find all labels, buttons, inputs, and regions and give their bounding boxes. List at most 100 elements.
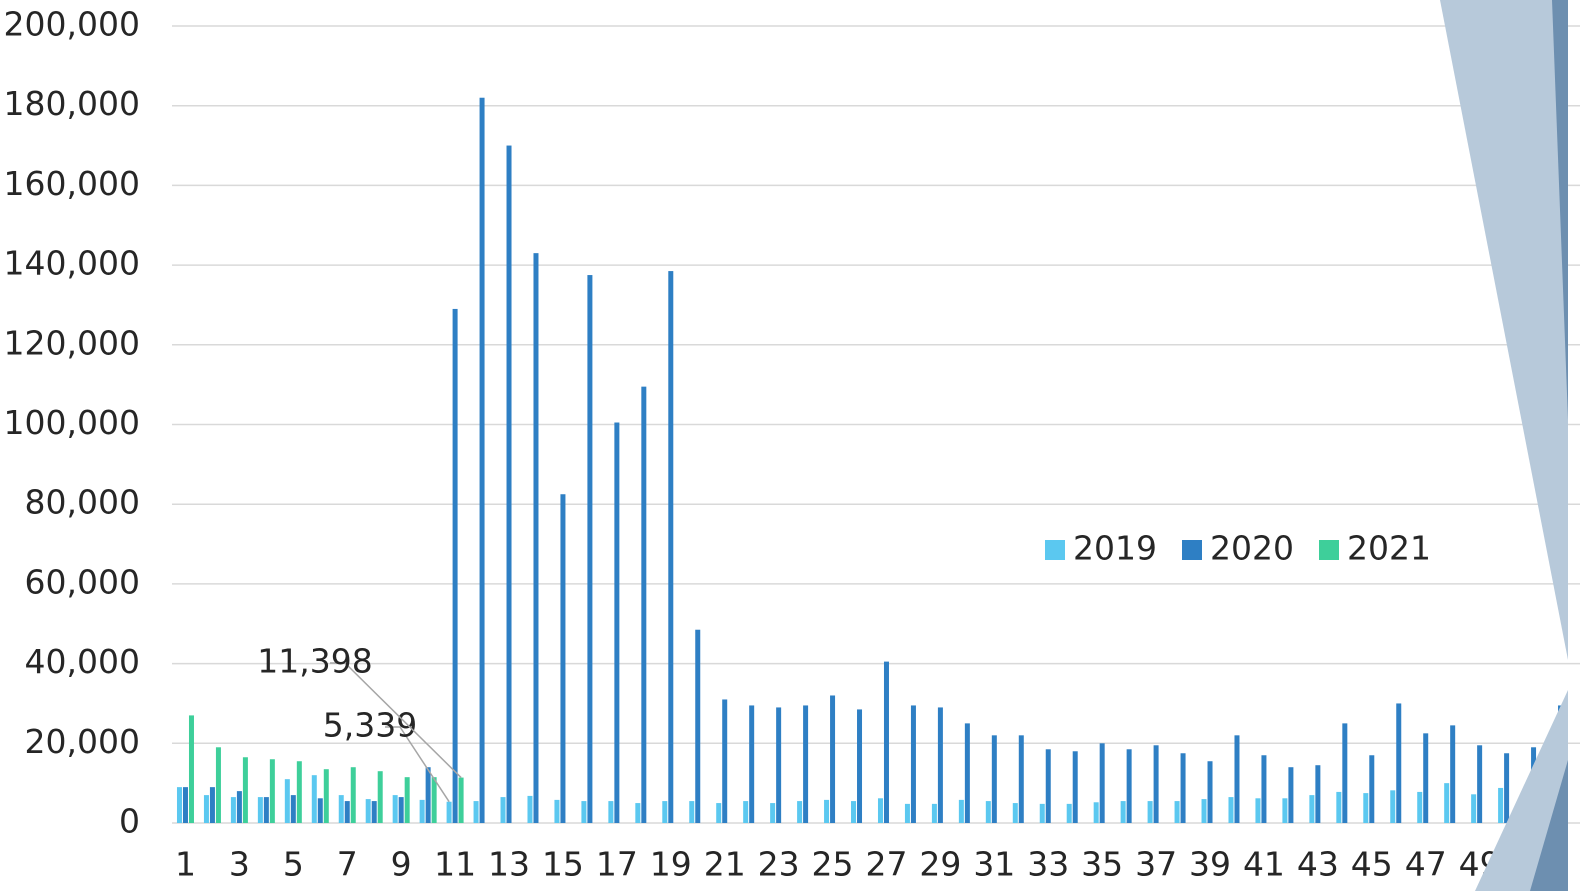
x-tick-label: 47 — [1405, 845, 1447, 884]
bar — [425, 767, 431, 823]
bar — [1315, 765, 1321, 823]
bar — [1228, 797, 1234, 823]
x-tick-label: 23 — [758, 845, 800, 884]
x-tick-label: 17 — [596, 845, 638, 884]
bar — [446, 801, 452, 823]
bar — [392, 795, 398, 823]
bar — [716, 803, 722, 823]
leader-line — [385, 726, 450, 803]
bar — [1147, 801, 1153, 823]
bar — [371, 801, 377, 823]
legend-swatch — [1319, 540, 1339, 560]
x-tick-label: 3 — [229, 845, 250, 884]
legend-swatch — [1182, 540, 1202, 560]
legend-swatch — [1045, 540, 1065, 560]
bar — [1309, 795, 1315, 823]
bar — [1423, 733, 1429, 823]
bar — [1450, 725, 1456, 823]
x-tick-label: 5 — [283, 845, 304, 884]
bar — [242, 757, 248, 823]
x-tick-label: 37 — [1135, 845, 1177, 884]
y-tick-label: 0 — [119, 802, 140, 841]
y-tick-label: 200,000 — [4, 5, 140, 44]
bar — [317, 798, 323, 823]
bar — [937, 707, 943, 823]
bar — [722, 699, 728, 823]
bar — [1120, 801, 1126, 823]
bar — [587, 275, 593, 823]
x-tick-label: 25 — [812, 845, 854, 884]
x-tick-label: 15 — [542, 845, 584, 884]
x-tick-label: 45 — [1351, 845, 1393, 884]
y-tick-label: 180,000 — [4, 84, 140, 123]
bar — [1234, 735, 1240, 823]
x-tick-label: 35 — [1081, 845, 1123, 884]
bar — [1504, 753, 1510, 823]
y-tick-label: 40,000 — [25, 642, 140, 681]
bar — [991, 735, 997, 823]
bar — [560, 494, 566, 823]
bar — [883, 661, 889, 823]
y-tick-label: 60,000 — [25, 562, 140, 601]
bar — [269, 759, 275, 823]
bar — [479, 97, 485, 824]
x-tick-label: 9 — [391, 845, 412, 884]
bar — [830, 695, 836, 823]
bar — [668, 271, 674, 823]
bar — [1045, 749, 1051, 823]
bar — [776, 707, 782, 823]
decor-triangle-dark — [1530, 760, 1568, 891]
bar — [554, 799, 560, 823]
x-tick-label: 13 — [488, 845, 530, 884]
bar — [311, 775, 317, 823]
bar — [257, 797, 263, 823]
bar — [635, 803, 641, 823]
bar — [770, 803, 776, 823]
x-tick-label: 43 — [1297, 845, 1339, 884]
x-tick-label: 27 — [865, 845, 907, 884]
x-tick-label: 11 — [434, 845, 476, 884]
legend-label: 2021 — [1347, 529, 1431, 568]
bar — [350, 767, 356, 823]
bar — [1180, 753, 1186, 823]
decor-band — [1440, 0, 1568, 660]
x-tick-label: 31 — [973, 845, 1015, 884]
bar — [614, 422, 620, 823]
bar — [1039, 803, 1045, 823]
data-label: 5,339 — [323, 706, 417, 745]
bar — [1153, 745, 1159, 823]
bar — [1396, 703, 1402, 823]
bar — [1369, 755, 1375, 823]
bar — [1261, 755, 1267, 823]
bar — [964, 723, 970, 823]
bar — [506, 145, 512, 824]
bar — [824, 799, 830, 823]
bar — [695, 629, 701, 823]
y-tick-label: 80,000 — [25, 483, 140, 522]
bar — [284, 779, 290, 823]
bar — [581, 801, 587, 823]
x-tick-label: 29 — [919, 845, 961, 884]
bar — [404, 777, 410, 823]
bar — [215, 747, 221, 823]
data-label: 11,398 — [257, 642, 372, 681]
decor-strip — [1552, 0, 1568, 420]
bar — [203, 795, 209, 823]
bar — [1207, 761, 1213, 823]
bar — [1174, 801, 1180, 823]
bar — [209, 787, 215, 823]
bar — [1126, 749, 1132, 823]
plot-area: 0 20,000 40,000 60,000 80,000 100,000 120,000 1… — [4, 5, 1580, 884]
bar — [904, 803, 910, 823]
bar — [176, 787, 182, 823]
bar — [1444, 783, 1450, 823]
bar — [1336, 791, 1342, 823]
bar — [1363, 793, 1369, 823]
bar — [958, 799, 964, 823]
legend-label: 2020 — [1210, 529, 1294, 568]
bar — [263, 797, 269, 823]
bar — [338, 795, 344, 823]
x-tick-label: 33 — [1027, 845, 1069, 884]
bar — [1498, 787, 1504, 823]
